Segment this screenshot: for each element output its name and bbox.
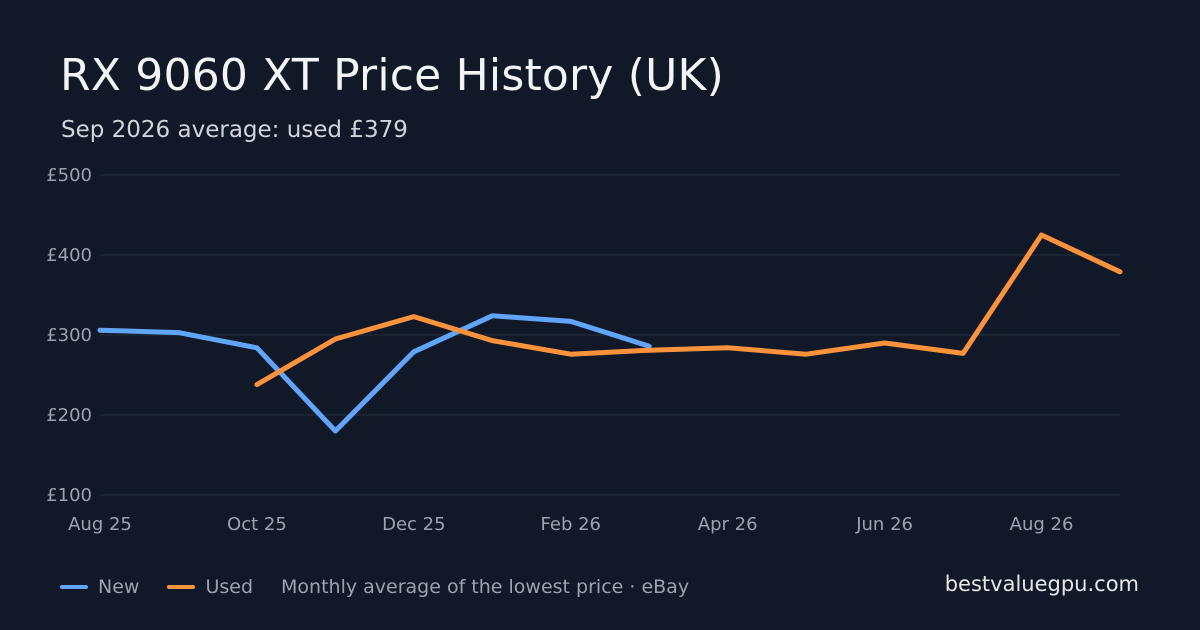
series-line-new: [97, 313, 652, 434]
chart-title: RX 9060 XT Price History (UK): [60, 50, 724, 101]
x-tick-label: Dec 25: [382, 514, 445, 535]
brand-link[interactable]: bestvaluegpu.com: [944, 572, 1139, 596]
legend-swatch-new: [60, 585, 88, 589]
x-axis-ticks: Aug 25 Oct 25 Dec 25 Feb 26 Apr 26 Jun 26 Aug …: [68, 514, 1073, 535]
legend: New Used Monthly average of the lowest p…: [60, 574, 689, 600]
y-tick-label: £200: [46, 405, 92, 426]
legend-item-new: New: [60, 576, 139, 598]
y-tick-label: £100: [46, 485, 92, 506]
legend-label-used: Used: [205, 576, 254, 598]
y-tick-label: £400: [46, 245, 92, 266]
legend-item-used: Used: [167, 576, 253, 598]
legend-label-new: New: [98, 576, 140, 598]
series-lines: [97, 232, 1123, 434]
y-tick-label: £300: [46, 325, 92, 346]
x-tick-label: Aug 25: [68, 514, 132, 535]
x-tick-label: Oct 25: [227, 514, 287, 535]
chart-subtitle: Sep 2026 average: used £379: [61, 117, 408, 143]
x-tick-label: Aug 26: [1010, 514, 1074, 535]
y-axis-ticks: £100 £200 £300 £400 £500: [46, 165, 92, 506]
legend-swatch-used: [167, 585, 196, 589]
x-tick-label: Feb 26: [541, 514, 602, 535]
x-tick-label: Apr 26: [698, 514, 758, 535]
legend-note: Monthly average of the lowest price · eB…: [281, 576, 690, 598]
series-line-used: [254, 232, 1123, 388]
y-tick-label: £500: [46, 165, 92, 186]
x-tick-label: Jun 26: [855, 514, 913, 535]
